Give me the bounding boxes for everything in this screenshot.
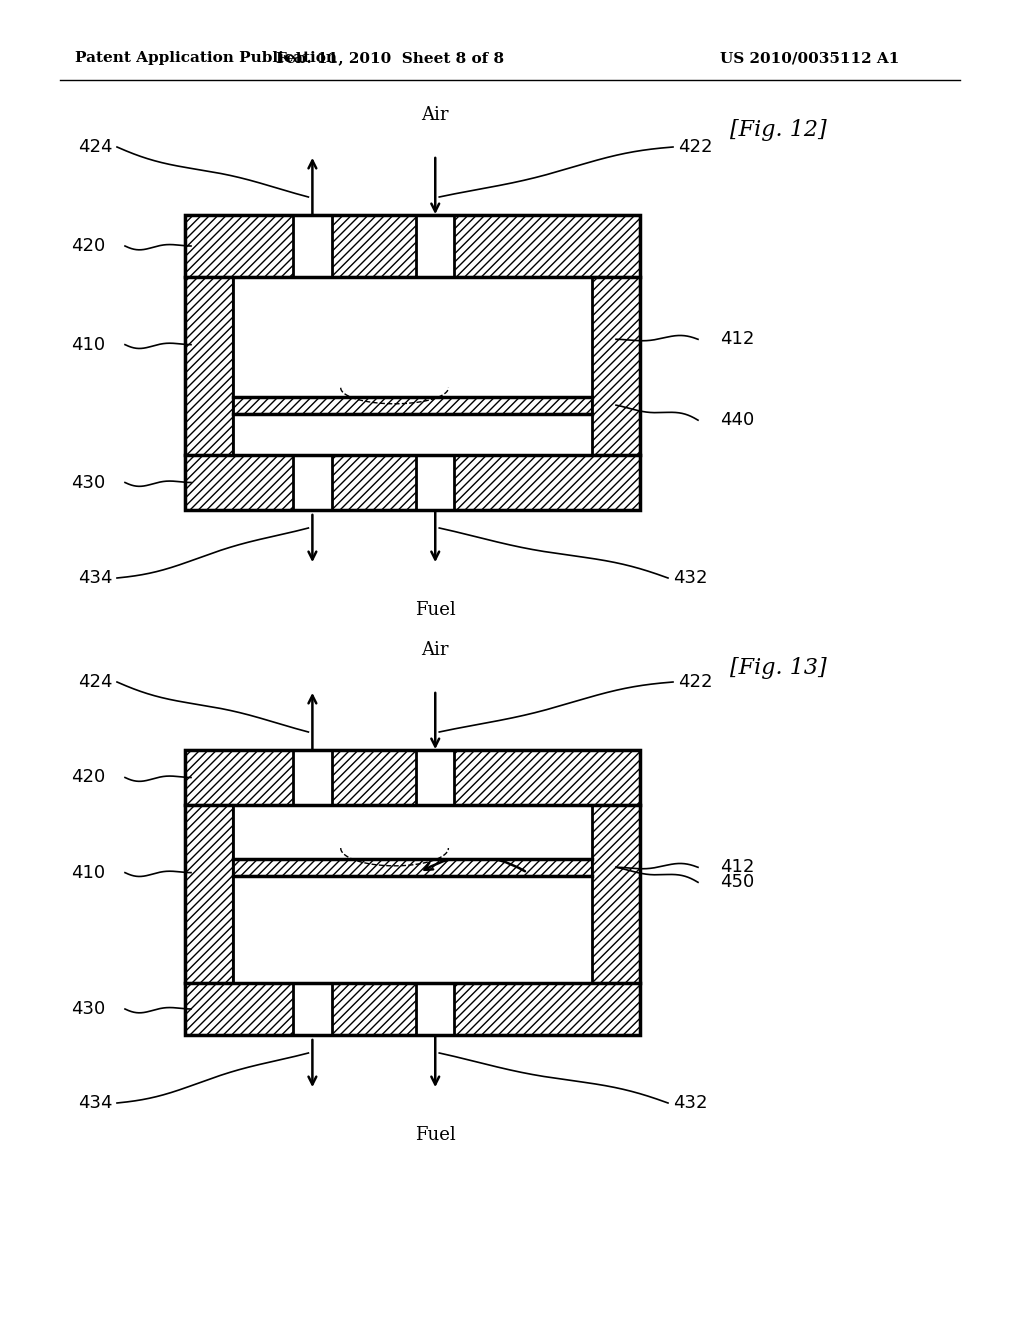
Bar [185, 750, 640, 805]
Text: Air: Air [422, 106, 449, 124]
Text: [Fig. 12]: [Fig. 12] [730, 119, 826, 141]
Text: 424: 424 [78, 139, 113, 156]
Text: 422: 422 [678, 673, 713, 690]
Bar [416, 455, 455, 510]
Bar [416, 750, 455, 805]
Bar [233, 805, 592, 983]
Text: 430: 430 [71, 1001, 105, 1018]
Bar [293, 215, 332, 277]
Bar [185, 215, 640, 510]
Bar [185, 983, 640, 1035]
Bar [233, 805, 592, 859]
Text: 410: 410 [71, 335, 105, 354]
Text: Feb. 11, 2010  Sheet 8 of 8: Feb. 11, 2010 Sheet 8 of 8 [275, 51, 504, 65]
Bar [233, 277, 592, 396]
Text: 432: 432 [673, 569, 708, 587]
Bar [293, 983, 332, 1035]
Bar [416, 983, 455, 1035]
Bar [416, 215, 455, 277]
Bar [185, 277, 233, 455]
Bar [293, 455, 332, 510]
Bar [185, 750, 640, 1035]
Text: Air: Air [422, 642, 449, 659]
Bar [233, 277, 592, 455]
Bar [185, 215, 640, 277]
Bar [233, 875, 592, 983]
Text: 424: 424 [78, 673, 113, 690]
Text: 430: 430 [71, 474, 105, 491]
Bar [592, 805, 640, 983]
Bar [233, 413, 592, 455]
Text: US 2010/0035112 A1: US 2010/0035112 A1 [720, 51, 899, 65]
Text: 434: 434 [78, 1094, 113, 1111]
Bar [185, 805, 233, 983]
Text: Fuel: Fuel [415, 1126, 456, 1144]
Bar [293, 750, 332, 805]
Text: Fuel: Fuel [415, 601, 456, 619]
Text: 412: 412 [720, 858, 755, 876]
Text: 450: 450 [720, 874, 755, 891]
Text: 412: 412 [720, 330, 755, 348]
Text: 434: 434 [78, 569, 113, 587]
Bar [185, 455, 640, 510]
Text: 410: 410 [71, 863, 105, 882]
Text: 432: 432 [673, 1094, 708, 1111]
Bar [233, 396, 592, 413]
Text: [Fig. 13]: [Fig. 13] [730, 657, 826, 678]
Text: Patent Application Publication: Patent Application Publication [75, 51, 337, 65]
Bar [233, 859, 592, 875]
Text: 420: 420 [71, 238, 105, 255]
Text: 422: 422 [678, 139, 713, 156]
Text: 420: 420 [71, 768, 105, 787]
Bar [592, 277, 640, 455]
Text: 440: 440 [720, 411, 755, 429]
